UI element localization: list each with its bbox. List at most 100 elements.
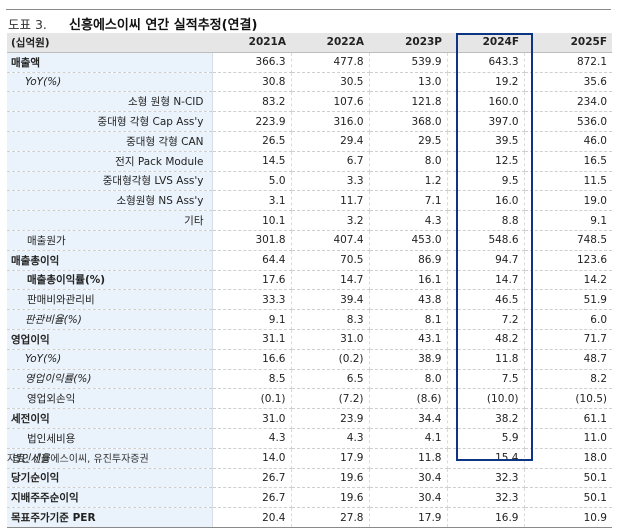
cell-value: 43.1: [369, 329, 448, 350]
row-label: 영업이익률(%): [7, 369, 213, 390]
cell-value: 29.4: [291, 131, 370, 152]
cell-value: 20.4: [212, 507, 292, 528]
cell-value: 8.3: [291, 309, 370, 330]
table-row: 영업외손익 (0.1) (7.2) (8.6) (10.0) (10.5): [7, 388, 612, 410]
cell-value: 43.8: [369, 289, 448, 311]
row-label: 영업이익: [7, 329, 213, 350]
cell-value: 223.9: [212, 111, 292, 132]
cell-value: 70.5: [291, 250, 370, 271]
cell-value: 61.1: [524, 408, 612, 429]
cell-value: 10.9: [524, 507, 612, 528]
cell-value: 14.5: [212, 151, 292, 172]
cell-value: 14.0: [212, 448, 292, 469]
cell-value: 32.3: [447, 487, 525, 509]
table-row: 영업이익률(%) 8.5 6.5 8.0 7.5 8.2: [7, 369, 612, 390]
cell-value: 50.1: [524, 468, 612, 489]
top-rule: [6, 9, 611, 10]
cell-value: (10.5): [524, 388, 612, 410]
cell-value: 872.1: [524, 52, 612, 73]
cell-value: 453.0: [369, 230, 448, 251]
cell-value: 397.0: [447, 111, 525, 132]
column-header-2024f: 2024F: [447, 33, 524, 53]
figure-title-text: 신흥에스이씨 연간 실적추정(연결): [69, 18, 258, 33]
cell-value: 11.8: [369, 448, 448, 469]
cell-value: 407.4: [291, 230, 370, 251]
table-row: 법인세율 14.0 17.9 11.8 15.4 18.0: [7, 448, 612, 469]
table-row: 영업이익 31.1 31.0 43.1 48.2 71.7: [7, 329, 612, 350]
cell-value: 86.9: [369, 250, 448, 271]
row-label: 전지 Pack Module: [7, 151, 213, 172]
column-header-2025f: 2025F: [524, 33, 612, 53]
cell-value: 31.1: [212, 329, 292, 350]
cell-value: 17.9: [291, 448, 370, 469]
cell-value: 48.7: [524, 349, 612, 370]
table-row: YoY(%) 30.8 30.5 13.0 19.2 35.6: [7, 72, 612, 93]
cell-value: 8.2: [524, 369, 612, 390]
cell-value: 34.4: [369, 408, 448, 429]
cell-value: 35.6: [524, 72, 612, 93]
cell-value: 30.4: [369, 468, 448, 489]
cell-value: 16.1: [369, 270, 448, 291]
cell-value: 13.0: [369, 72, 448, 93]
cell-value: 14.2: [524, 270, 612, 291]
cell-value: 8.8: [447, 210, 525, 231]
cell-value: 123.6: [524, 250, 612, 271]
cell-value: 26.7: [212, 468, 292, 489]
cell-value: 30.4: [369, 487, 448, 509]
cell-value: 160.0: [447, 91, 525, 113]
figure-label: 도표 3.: [8, 17, 47, 32]
cell-value: (0.1): [212, 388, 292, 410]
cell-value: 32.3: [447, 468, 525, 489]
row-label: 목표주가기준 PER: [7, 507, 213, 528]
row-label: 기타: [7, 210, 213, 231]
unit-label: (십억원): [7, 33, 212, 53]
table-row: YoY(%) 16.6 (0.2) 38.9 11.8 48.7: [7, 349, 612, 370]
cell-value: 29.5: [369, 131, 448, 152]
row-label: YoY(%): [7, 72, 213, 93]
cell-value: 477.8: [291, 52, 370, 73]
cell-value: 366.3: [212, 52, 292, 73]
table-row: 소형 원형 N-CID 83.2 107.6 121.8 160.0 234.0: [7, 91, 612, 113]
cell-value: 19.6: [291, 487, 370, 509]
cell-value: 8.0: [369, 369, 448, 390]
source-note: 자료: 신흥에스이씨, 유진투자증권: [7, 454, 149, 465]
cell-value: 50.1: [524, 487, 612, 509]
column-header-2023p: 2023P: [369, 33, 447, 53]
cell-value: 48.2: [447, 329, 525, 350]
row-label: 법인세율: [7, 448, 213, 469]
cell-value: 16.9: [447, 507, 525, 528]
cell-value: 1.2: [369, 171, 448, 192]
cell-value: 19.2: [447, 72, 525, 93]
cell-value: 83.2: [212, 91, 292, 113]
cell-value: 11.7: [291, 190, 370, 212]
cell-value: 16.5: [524, 151, 612, 172]
cell-value: 368.0: [369, 111, 448, 132]
row-label: 판매비와관리비: [7, 289, 213, 311]
table-row: 목표주가기준 PER 20.4 27.8 17.9 16.9 10.9: [7, 507, 612, 528]
cell-value: 6.0: [524, 309, 612, 330]
cell-value: 7.1: [369, 190, 448, 212]
row-label: 매출총이익률(%): [7, 270, 213, 291]
cell-value: 17.9: [369, 507, 448, 528]
figure-title: 도표 3. 신흥에스이씨 연간 실적추정(연결): [8, 14, 258, 33]
cell-value: 71.7: [524, 329, 612, 350]
cell-value: 7.5: [447, 369, 525, 390]
row-label: 소형 원형 N-CID: [7, 91, 213, 113]
cell-value: 94.7: [447, 250, 525, 271]
table-row: 매출액 366.3 477.8 539.9 643.3 872.1: [7, 52, 612, 73]
cell-value: 316.0: [291, 111, 370, 132]
cell-value: 64.4: [212, 250, 292, 271]
cell-value: 548.6: [447, 230, 525, 251]
cell-value: (0.2): [291, 349, 370, 370]
cell-value: 4.3: [212, 428, 292, 449]
cell-value: 33.3: [212, 289, 292, 311]
cell-value: 234.0: [524, 91, 612, 113]
column-header-2022a: 2022A: [291, 33, 369, 53]
cell-value: 14.7: [447, 270, 525, 291]
cell-value: (10.0): [447, 388, 525, 410]
cell-value: 17.6: [212, 270, 292, 291]
table-row: 매출총이익률(%) 17.6 14.7 16.1 14.7 14.2: [7, 270, 612, 291]
cell-value: 19.6: [291, 468, 370, 489]
cell-value: 748.5: [524, 230, 612, 251]
table-row: 소형원형 NS Ass'y 3.1 11.7 7.1 16.0 19.0: [7, 190, 612, 212]
